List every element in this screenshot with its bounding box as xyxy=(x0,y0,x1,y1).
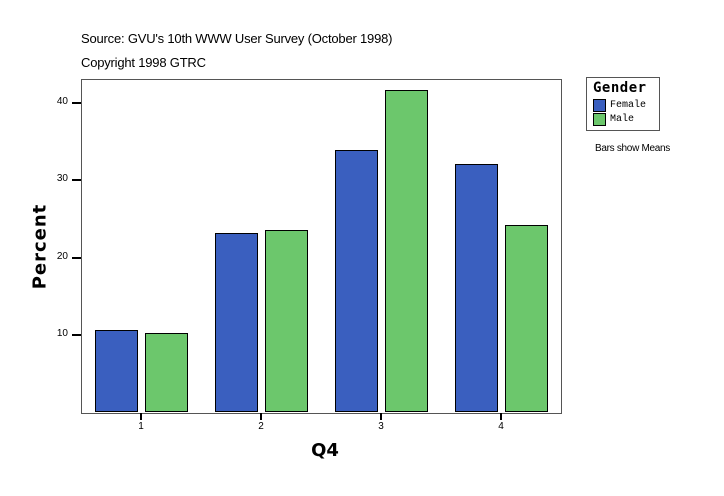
y-tick xyxy=(72,179,81,181)
x-tick-label: 2 xyxy=(258,421,264,432)
y-tick xyxy=(72,256,81,259)
legend-item-female: Female xyxy=(593,98,646,112)
bar-female-4 xyxy=(455,163,498,413)
male-swatch-icon xyxy=(593,112,606,126)
x-tick xyxy=(500,413,502,420)
x-tick xyxy=(260,413,262,420)
x-tick xyxy=(380,413,382,420)
y-tick-label: 20 xyxy=(56,250,68,262)
legend-label: Female xyxy=(610,99,647,111)
x-axis-title: Q4 xyxy=(311,440,339,461)
legend-label: Male xyxy=(610,113,635,125)
x-tick-label: 4 xyxy=(498,421,504,432)
x-tick-label: 1 xyxy=(138,421,144,432)
bar-male-4 xyxy=(505,224,548,413)
y-tick-label: 30 xyxy=(56,173,68,184)
chart-copyright: Copyright 1998 GTRC xyxy=(81,55,206,70)
x-tick xyxy=(140,413,142,420)
y-tick-label: 40 xyxy=(56,95,68,107)
bar-male-2 xyxy=(265,229,308,413)
female-swatch-icon xyxy=(593,98,606,112)
plot-area xyxy=(81,79,562,414)
legend-item-male: Male xyxy=(593,112,634,126)
bar-male-1 xyxy=(145,332,188,413)
legend-title: Gender xyxy=(593,80,647,96)
bars-note: Bars show Means xyxy=(595,143,670,154)
x-tick-label: 3 xyxy=(378,421,384,432)
bar-female-3 xyxy=(335,149,378,413)
bar-female-1 xyxy=(95,330,138,413)
chart-source: Source: GVU's 10th WWW User Survey (Octo… xyxy=(81,31,393,46)
bar-female-2 xyxy=(215,232,258,413)
y-tick-label: 10 xyxy=(56,328,68,339)
legend: Gender Female Male xyxy=(586,77,660,131)
y-tick xyxy=(72,334,81,336)
bar-male-3 xyxy=(385,90,428,413)
y-tick xyxy=(72,101,81,104)
y-axis-title: Percent xyxy=(29,203,51,290)
